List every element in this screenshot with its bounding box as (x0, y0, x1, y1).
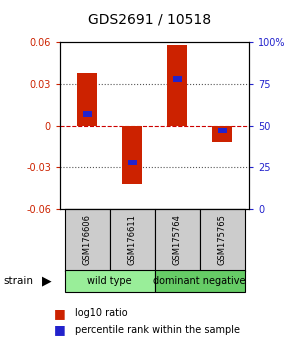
Bar (167, 45, 187, 126)
Bar (77, 73, 97, 126)
Bar (82, 111, 91, 117)
Text: wild type: wild type (87, 276, 132, 286)
Text: GSM176606: GSM176606 (82, 214, 91, 266)
Bar (110, 209, 154, 271)
Text: GSM175765: GSM175765 (218, 215, 226, 265)
Text: ▶: ▶ (42, 275, 51, 287)
Bar (212, 126, 232, 142)
Text: GSM175764: GSM175764 (172, 215, 182, 265)
Bar (154, 209, 200, 271)
Text: strain: strain (3, 276, 33, 286)
Bar (200, 209, 244, 271)
Text: GSM176611: GSM176611 (128, 215, 136, 265)
Bar (172, 76, 182, 82)
Text: ■: ■ (54, 307, 66, 320)
Text: percentile rank within the sample: percentile rank within the sample (75, 325, 240, 335)
Bar (218, 128, 226, 133)
Bar (64, 270, 154, 292)
Bar (154, 270, 244, 292)
Bar (64, 209, 110, 271)
Text: ■: ■ (54, 324, 66, 336)
Bar (122, 126, 142, 184)
Bar (128, 160, 136, 165)
Text: log10 ratio: log10 ratio (75, 308, 128, 318)
Text: dominant negative: dominant negative (153, 276, 246, 286)
Text: GDS2691 / 10518: GDS2691 / 10518 (88, 12, 212, 27)
